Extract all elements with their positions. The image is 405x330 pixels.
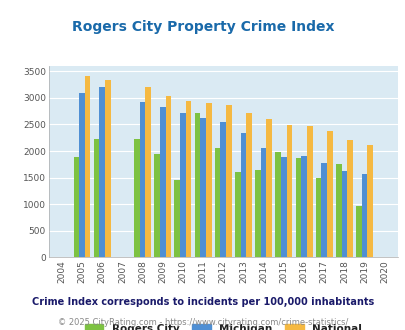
Bar	[361, 175, 367, 257]
Legend: Rogers City, Michigan, National: Rogers City, Michigan, National	[85, 324, 361, 330]
Bar	[234, 172, 240, 257]
Bar	[160, 108, 165, 257]
Text: © 2025 CityRating.com - https://www.cityrating.com/crime-statistics/: © 2025 CityRating.com - https://www.city…	[58, 318, 347, 327]
Bar	[85, 76, 90, 257]
Bar	[306, 125, 312, 257]
Bar	[94, 139, 99, 257]
Bar	[295, 158, 301, 257]
Bar	[79, 93, 85, 257]
Bar	[214, 148, 220, 257]
Bar	[255, 170, 260, 257]
Bar	[326, 131, 332, 257]
Bar	[73, 157, 79, 257]
Bar	[367, 145, 372, 257]
Text: Crime Index corresponds to incidents per 100,000 inhabitants: Crime Index corresponds to incidents per…	[32, 297, 373, 307]
Bar	[321, 163, 326, 257]
Bar	[134, 139, 139, 257]
Bar	[301, 156, 306, 257]
Bar	[165, 96, 171, 257]
Bar	[341, 171, 346, 257]
Bar	[185, 101, 191, 257]
Bar	[226, 105, 231, 257]
Bar	[174, 180, 180, 257]
Bar	[220, 122, 226, 257]
Bar	[280, 157, 286, 257]
Text: Rogers City Property Crime Index: Rogers City Property Crime Index	[72, 20, 333, 34]
Bar	[180, 113, 185, 257]
Bar	[286, 125, 292, 257]
Bar	[154, 154, 160, 257]
Bar	[145, 87, 151, 257]
Bar	[240, 133, 246, 257]
Bar	[266, 119, 271, 257]
Bar	[200, 118, 205, 257]
Bar	[205, 103, 211, 257]
Bar	[194, 113, 200, 257]
Bar	[335, 164, 341, 257]
Bar	[139, 102, 145, 257]
Bar	[105, 80, 111, 257]
Bar	[346, 141, 352, 257]
Bar	[246, 113, 252, 257]
Bar	[99, 87, 105, 257]
Bar	[260, 148, 266, 257]
Bar	[275, 152, 280, 257]
Bar	[315, 178, 321, 257]
Bar	[355, 206, 361, 257]
